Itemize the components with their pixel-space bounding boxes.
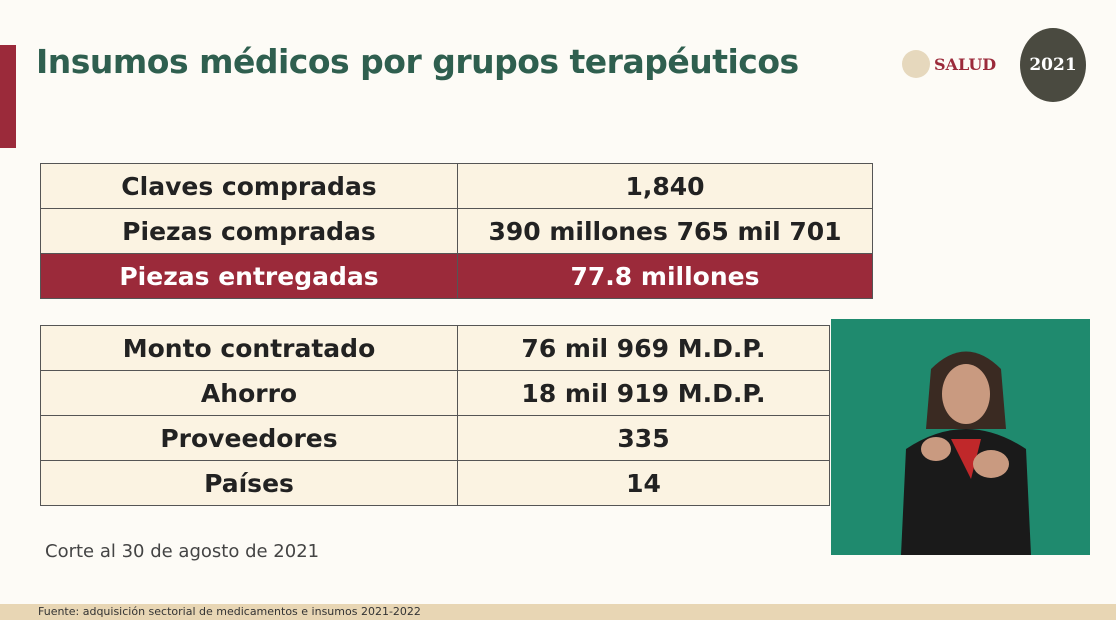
row-value: 1,840 — [457, 163, 873, 209]
table-row: Ahorro 18 mil 919 M.D.P. — [40, 370, 830, 416]
table-row: Piezas compradas 390 millones 765 mil 701 — [40, 208, 873, 254]
cutoff-note: Corte al 30 de agosto de 2021 — [45, 541, 320, 562]
table-row: Claves compradas 1,840 — [40, 163, 873, 209]
table-row: Países 14 — [40, 460, 830, 506]
logo-2021: 2021 — [1020, 28, 1086, 102]
table-row: Proveedores 335 — [40, 415, 830, 461]
page-title: Insumos médicos por grupos terapéuticos — [36, 42, 799, 81]
accent-bar — [0, 45, 16, 148]
seal-icon — [902, 50, 930, 78]
row-value: 18 mil 919 M.D.P. — [457, 370, 830, 416]
source-text: Fuente: adquisición sectorial de medicam… — [38, 605, 421, 618]
row-label: Ahorro — [40, 370, 458, 416]
footer: Fuente: adquisición sectorial de medicam… — [0, 604, 1116, 620]
logo-2021-text: 2021 — [1029, 55, 1077, 75]
row-value: 77.8 millones — [457, 253, 873, 299]
row-label: Piezas compradas — [40, 208, 458, 254]
row-label: Piezas entregadas — [40, 253, 458, 299]
purchases-table: Claves compradas 1,840 Piezas compradas 39… — [40, 163, 873, 299]
row-label: Claves compradas — [40, 163, 458, 209]
salud-logo-text: SALUD — [934, 54, 997, 74]
table-row-highlight: Piezas entregadas 77.8 millones — [40, 253, 873, 299]
interpreter-figure — [901, 351, 1031, 555]
row-value: 390 millones 765 mil 701 — [457, 208, 873, 254]
row-label: Monto contratado — [40, 325, 458, 371]
contracts-table: Monto contratado 76 mil 969 M.D.P. Ahorro… — [40, 325, 830, 506]
row-label: Proveedores — [40, 415, 458, 461]
row-label: Países — [40, 460, 458, 506]
row-value: 335 — [457, 415, 830, 461]
sign-language-video — [831, 319, 1090, 555]
row-value: 14 — [457, 460, 830, 506]
row-value: 76 mil 969 M.D.P. — [457, 325, 830, 371]
table-row: Monto contratado 76 mil 969 M.D.P. — [40, 325, 830, 371]
salud-logo: SALUD — [902, 50, 996, 78]
